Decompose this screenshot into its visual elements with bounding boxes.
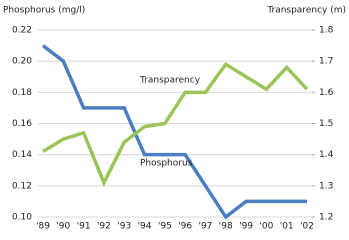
y-axis-title: Phosphorus (mg/l)	[3, 6, 85, 16]
x-tick-label: '89	[36, 222, 50, 232]
y2-tick-label: 1.7	[319, 57, 333, 67]
x-tick-label: '94	[138, 222, 152, 232]
y2-tick-label: 1.3	[319, 181, 333, 191]
series-line	[42, 61, 309, 187]
x-tick-label: '02	[300, 222, 314, 232]
y-tick-label: 0.14	[12, 150, 32, 160]
x-tick-label: '90	[56, 222, 70, 232]
x-tick-label: '99	[239, 222, 253, 232]
series-line	[41, 44, 307, 220]
y-tick-label: 0.12	[12, 181, 32, 191]
x-tick-label: '96	[178, 222, 192, 232]
series-label: Transparency	[139, 76, 201, 86]
x-tick-label: '95	[158, 222, 172, 232]
x-tick-label: '93	[117, 222, 131, 232]
y2-tick-label: 1.6	[319, 88, 334, 98]
y2-tick-label: 1.8	[319, 26, 334, 36]
x-tick-label: '97	[198, 222, 212, 232]
y-tick-label: 0.16	[12, 119, 32, 129]
series-label: Phosphorus	[140, 159, 193, 169]
y-tick-label: 0.10	[12, 213, 32, 223]
x-tick-label: '92	[97, 222, 111, 232]
y2-tick-label: 1.5	[319, 119, 333, 129]
y2-tick-label: 1.4	[319, 150, 334, 160]
y-tick-label: 0.20	[12, 57, 32, 67]
x-tick-label: '00	[259, 222, 273, 232]
y2-tick-label: 1.2	[319, 213, 333, 223]
x-tick-label: '91	[77, 222, 91, 232]
y-tick-label: 0.18	[12, 88, 32, 98]
y-tick-label: 0.22	[12, 26, 32, 36]
y2-axis-title: Transparency (m)	[266, 6, 346, 16]
x-tick-label: '98	[219, 222, 233, 232]
x-tick-label: '01	[280, 222, 294, 232]
